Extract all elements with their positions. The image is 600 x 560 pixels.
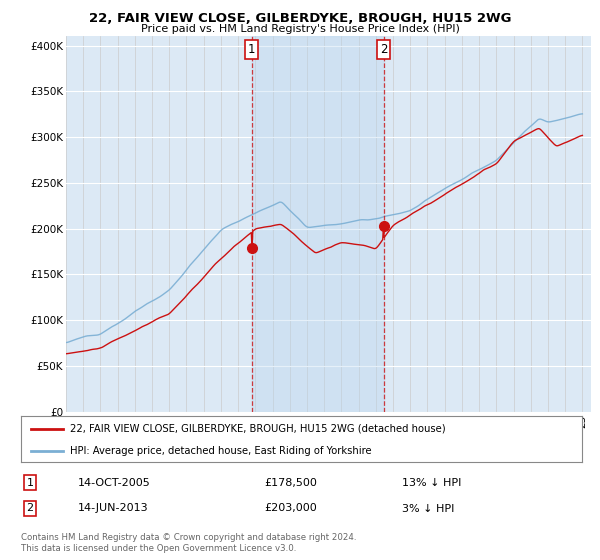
Text: Contains HM Land Registry data © Crown copyright and database right 2024.
This d: Contains HM Land Registry data © Crown c… <box>21 533 356 553</box>
Text: HPI: Average price, detached house, East Riding of Yorkshire: HPI: Average price, detached house, East… <box>70 446 372 455</box>
Text: 2: 2 <box>26 503 34 514</box>
Text: £203,000: £203,000 <box>264 503 317 514</box>
Text: 22, FAIR VIEW CLOSE, GILBERDYKE, BROUGH, HU15 2WG: 22, FAIR VIEW CLOSE, GILBERDYKE, BROUGH,… <box>89 12 511 25</box>
Text: 2: 2 <box>380 43 388 56</box>
Text: 3% ↓ HPI: 3% ↓ HPI <box>402 503 454 514</box>
Text: 22, FAIR VIEW CLOSE, GILBERDYKE, BROUGH, HU15 2WG (detached house): 22, FAIR VIEW CLOSE, GILBERDYKE, BROUGH,… <box>70 424 446 434</box>
Text: 13% ↓ HPI: 13% ↓ HPI <box>402 478 461 488</box>
Text: £178,500: £178,500 <box>264 478 317 488</box>
Bar <box>252 36 383 412</box>
Text: Price paid vs. HM Land Registry's House Price Index (HPI): Price paid vs. HM Land Registry's House … <box>140 24 460 34</box>
Text: 14-JUN-2013: 14-JUN-2013 <box>78 503 149 514</box>
Text: 14-OCT-2005: 14-OCT-2005 <box>78 478 151 488</box>
Text: 1: 1 <box>26 478 34 488</box>
Text: 1: 1 <box>248 43 256 56</box>
